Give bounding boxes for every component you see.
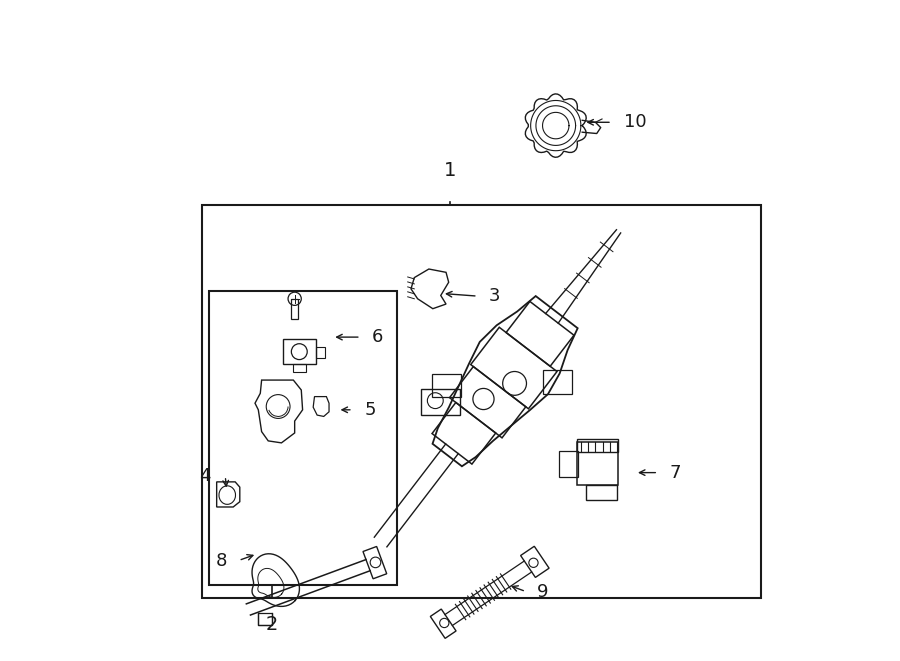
Text: 6: 6 (372, 328, 383, 346)
Bar (292, 364, 306, 372)
Text: 3: 3 (489, 287, 500, 305)
Text: 2: 2 (266, 615, 278, 634)
Bar (543, 370, 572, 394)
Text: 4: 4 (199, 467, 211, 485)
Bar (258, 613, 272, 625)
Bar (559, 451, 578, 477)
Text: 5: 5 (364, 401, 375, 419)
Bar (432, 373, 461, 397)
Bar (586, 485, 617, 500)
Bar (421, 389, 461, 415)
Text: 1: 1 (444, 161, 456, 180)
Bar (209, 291, 397, 585)
Bar (577, 442, 618, 485)
Text: 7: 7 (670, 463, 681, 482)
Bar (316, 347, 325, 358)
Bar (202, 205, 760, 598)
Text: 8: 8 (216, 551, 227, 570)
Bar (577, 439, 618, 452)
Bar (283, 339, 316, 364)
Bar (292, 299, 298, 319)
Text: 10: 10 (624, 113, 646, 132)
Text: 9: 9 (537, 582, 549, 601)
